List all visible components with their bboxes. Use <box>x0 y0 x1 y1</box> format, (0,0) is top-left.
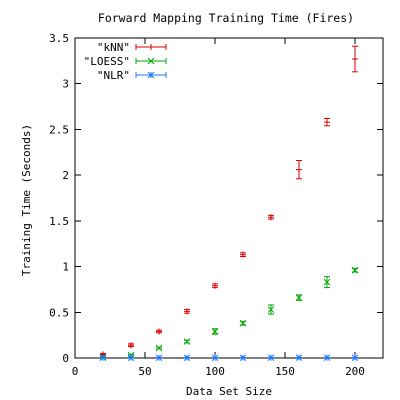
axes <box>74 37 384 359</box>
data-point <box>324 119 330 126</box>
x-tick-label: 100 <box>205 365 225 378</box>
data-point <box>239 354 247 362</box>
data-point <box>240 251 246 258</box>
legend-marker <box>147 57 155 65</box>
data-point <box>296 166 302 173</box>
series-0 <box>100 45 358 358</box>
plot-frame <box>74 37 384 359</box>
data-point <box>323 278 331 286</box>
x-tick-label: 150 <box>275 365 295 378</box>
y-tick-label: 2.5 <box>49 123 69 136</box>
y-tick-label: 1 <box>62 261 69 274</box>
legend-label: "kNN" <box>97 41 130 54</box>
y-axis-label: Training Time (Seconds) <box>20 124 33 276</box>
data-point <box>155 354 163 362</box>
ticks: 0 50 100 150 200 0 0.5 1 1.5 2 2.5 3 3.5 <box>49 32 383 378</box>
data-point <box>211 354 219 362</box>
chart-title: Forward Mapping Training Time (Fires) <box>98 11 354 25</box>
data-point <box>295 354 303 361</box>
y-tick-label: 0 <box>62 352 69 365</box>
data-point <box>155 344 163 352</box>
x-axis-label: Data Set Size <box>186 385 272 398</box>
data-point <box>267 306 275 313</box>
data-point <box>351 354 359 361</box>
y-tick-label: 2 <box>62 169 69 182</box>
data-point <box>212 282 218 289</box>
data-point <box>352 56 358 63</box>
y-tick-label: 1.5 <box>49 215 69 228</box>
data-point <box>127 354 135 362</box>
data-point <box>99 354 107 362</box>
x-tick-label: 0 <box>72 365 79 378</box>
data-point <box>267 354 275 361</box>
legend-marker <box>148 44 154 50</box>
data-point <box>239 319 247 327</box>
data-point <box>211 328 219 335</box>
data-point <box>323 354 331 361</box>
plot-series <box>99 45 359 362</box>
legend-label: "NLR" <box>97 69 130 82</box>
data-point <box>268 214 274 221</box>
series-1 <box>99 266 359 361</box>
data-point <box>183 338 191 345</box>
legend-marker <box>147 71 155 79</box>
y-tick-label: 0.5 <box>49 306 69 319</box>
series-2 <box>99 354 359 362</box>
data-point <box>156 328 162 335</box>
data-point <box>184 308 190 315</box>
x-tick-label: 200 <box>345 365 365 378</box>
data-point <box>295 294 303 302</box>
y-tick-label: 3.5 <box>49 32 69 45</box>
legend: "kNN""LOESS""NLR" <box>84 41 167 82</box>
legend-label: "LOESS" <box>84 55 130 68</box>
x-tick-label: 50 <box>138 365 151 378</box>
data-point <box>351 266 359 274</box>
data-point <box>183 354 191 362</box>
data-point <box>128 342 134 349</box>
y-tick-label: 3 <box>62 78 69 91</box>
